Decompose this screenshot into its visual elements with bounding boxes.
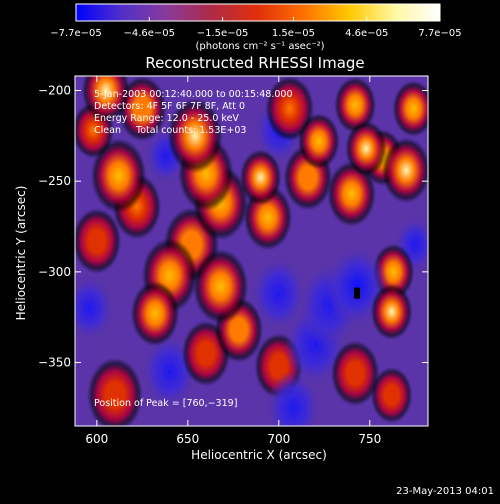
emission-source [118, 76, 167, 142]
annotation-energy-range: Energy Range: 12.0 - 25.0 keV [94, 113, 239, 124]
colorbar-units-label: (photons cm⁻² s⁻¹ asec⁻²) [195, 41, 324, 52]
plot-timestamp: 23-May-2013 04:01 [396, 486, 494, 497]
negative-region [75, 275, 114, 341]
emission-source [239, 149, 282, 206]
emission-source [81, 76, 131, 124]
colorbar-tick-label: 4.6e−05 [345, 28, 388, 39]
colorbar-tick-label: −4.6e−05 [123, 28, 175, 39]
negative-region [251, 256, 307, 331]
x-tick-label: 650 [176, 432, 199, 446]
emission-source [345, 120, 387, 177]
emission-source [334, 77, 376, 134]
y-axis-label: Heliocentric Y (arcsec) [14, 186, 28, 321]
emission-source [130, 280, 180, 347]
annotation-time-range: 5-Jan-2003 00:12:40.000 to 00:15:48.000 [94, 89, 292, 100]
annotation-detectors: Detectors: 4F 5F 6F 7F 8F, Att 0 [94, 101, 245, 112]
emission-source [192, 249, 249, 324]
colorbar [75, 3, 441, 22]
emission-source [167, 98, 223, 174]
y-tick-label: −250 [38, 174, 71, 188]
emission-source [87, 357, 143, 426]
emission-source [331, 340, 380, 407]
emission-source [370, 367, 413, 424]
x-axis-label: Heliocentric X (arcsec) [191, 448, 327, 462]
peak-position-label: Position of Peak = [760,−319] [94, 398, 237, 409]
emission-source [265, 76, 314, 142]
emission-source [327, 161, 376, 227]
y-tick-label: −350 [38, 356, 71, 370]
x-tick-label: 600 [85, 432, 108, 446]
colorbar-ticks: −7.7e−05 −4.6e−05 −1.5e−05 1.5e−05 4.6e−05 7.… [50, 17, 462, 39]
emission-source [298, 113, 340, 170]
emission-source [381, 137, 428, 203]
y-axis-ticks: −200 −250 −300 −350 [38, 84, 428, 370]
emission-source [370, 283, 413, 340]
emission-source [91, 138, 147, 214]
plot-frame [74, 75, 429, 427]
emission-source [75, 208, 122, 274]
heatmap-image [75, 76, 428, 426]
chart-title: Reconstructed RHESSI Image [145, 54, 364, 72]
colorbar-tick-label: −1.5e−05 [197, 28, 249, 39]
x-tick-label: 700 [267, 432, 290, 446]
colorbar-tick-label: −7.7e−05 [50, 28, 102, 39]
colorbar-tick-label: 1.5e−05 [272, 28, 315, 39]
colorbar-tick-label: 7.7e−05 [418, 28, 461, 39]
annotation-total-counts: Clean Total counts: 1.53E+03 [94, 125, 246, 136]
minimum-marker [354, 287, 361, 299]
emission-source [392, 80, 428, 137]
x-axis-ticks: 600 650 700 750 [85, 76, 381, 446]
y-tick-label: −200 [38, 84, 71, 98]
x-tick-label: 750 [358, 432, 381, 446]
y-tick-label: −300 [38, 265, 71, 279]
